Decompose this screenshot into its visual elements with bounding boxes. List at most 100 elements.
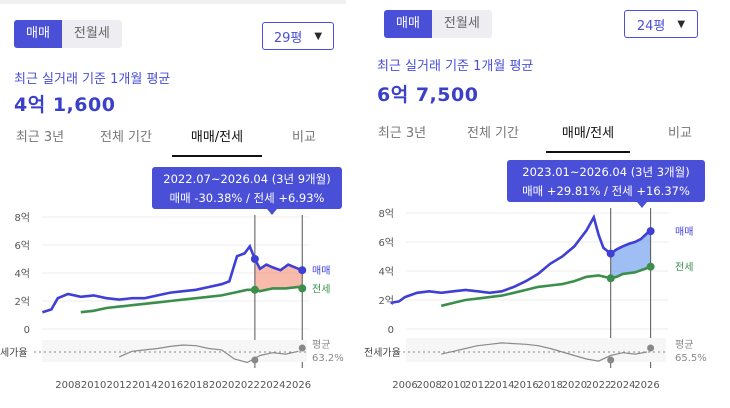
price-subtitle: 최근 실거래 기준 1개월 평균 (14, 72, 171, 87)
jeonse-series-line (440, 265, 652, 308)
size-value: 24평 (636, 18, 666, 34)
y-tick-label: 8억 (14, 212, 30, 224)
y-tick-label: 0 (24, 325, 30, 336)
size-select[interactable]: 29평 ▼ (262, 22, 334, 50)
jeonse-series-line (80, 285, 303, 314)
size-select[interactable]: 24평 ▼ (624, 10, 698, 38)
ratio-average-label: 평균 (675, 339, 693, 351)
x-tick-label: 2010 (81, 380, 106, 391)
ratio-band (42, 340, 307, 362)
toggle-rent[interactable]: 전월세 (73, 26, 110, 41)
tab-sale-jeonse[interactable]: 매매/전세 (546, 119, 630, 153)
x-tick-label: 2018 (537, 380, 562, 391)
tab-compare[interactable]: 비교 (292, 130, 316, 145)
legend-jeonse: 전세 (675, 262, 693, 274)
average-price: 6억 7,500 (377, 84, 479, 106)
period-tooltip (152, 167, 342, 209)
toggle-sale[interactable]: 매매 (384, 10, 432, 38)
x-tick-label: 2026 (286, 380, 311, 391)
period-tooltip (507, 160, 705, 202)
x-tick-label: 2016 (513, 380, 538, 391)
x-tick-label: 2010 (441, 380, 466, 391)
x-tick-label: 2014 (489, 380, 514, 391)
legend-jeonse: 전세 (312, 283, 330, 295)
ratio-average-value: 65.5% (675, 353, 707, 364)
tooltip-change: 매매 +29.81% / 전세 +16.37% (522, 184, 690, 198)
tooltip-change: 매매 -30.38% / 전세 +6.93% (170, 191, 325, 205)
period-tabs: 최근 3년 전체 기간 매매/전세 비교 (0, 123, 346, 157)
x-tick-label: 2018 (183, 380, 208, 391)
tooltip-pointer (637, 202, 647, 208)
legend-sale: 매매 (675, 226, 693, 238)
trade-type-toggle: 매매 전월세 (384, 10, 492, 38)
ratio-series-line (441, 342, 648, 362)
tooltip-pointer (267, 209, 277, 215)
jeonse-point (606, 274, 615, 283)
x-tick-label: 2022 (586, 380, 611, 391)
sale-point (298, 266, 307, 275)
jeonse-point (646, 262, 655, 271)
trade-type-toggle: 매매 전월세 (14, 20, 122, 48)
toggle-rent[interactable]: 전월세 (443, 16, 480, 31)
sale-point (606, 249, 615, 258)
sale-series-line (42, 243, 303, 314)
left-panel: 매매 전월세 29평 ▼ 최근 실거래 기준 1개월 평균 4억 1,600 최… (0, 0, 346, 408)
ratio-band (406, 338, 666, 362)
ratio-left-label: 세가율 (0, 347, 28, 359)
tab-compare[interactable]: 비교 (668, 126, 692, 141)
price-subtitle: 최근 실거래 기준 1개월 평균 (377, 59, 534, 74)
y-tick-label: 8억 (378, 208, 394, 220)
x-tick-label: 2022 (234, 380, 259, 391)
chevron-down-icon: ▼ (314, 30, 323, 42)
y-tick-label: 4억 (14, 268, 30, 280)
sale-point (646, 227, 655, 236)
top-divider (0, 0, 346, 4)
chevron-down-icon: ▼ (677, 18, 686, 30)
price-chart[interactable]: 8억6억4억2억02006200820102012201420162018202… (364, 0, 730, 408)
x-tick-label: 2024 (260, 380, 285, 391)
highlight-area (254, 259, 303, 292)
jeonse-point (250, 285, 259, 294)
period-tabs: 최근 3년 전체 기간 매매/전세 비교 (364, 119, 730, 153)
x-tick-label: 2024 (610, 380, 635, 391)
average-price: 4억 1,600 (14, 94, 116, 116)
y-tick-label: 2억 (14, 296, 30, 308)
y-tick-label: 4억 (378, 266, 394, 278)
x-tick-label: 2016 (158, 380, 183, 391)
toggle-sale[interactable]: 매매 (14, 20, 62, 48)
x-tick-label: 2008 (55, 380, 80, 391)
tab-all-period[interactable]: 전체 기간 (467, 126, 519, 141)
ratio-point (251, 356, 259, 364)
ratio-series-line (118, 344, 299, 364)
tooltip-period: 2023.01~2026.04 (3년 3개월) (522, 165, 689, 179)
x-tick-label: 2020 (562, 380, 587, 391)
ratio-point (647, 344, 655, 352)
right-panel: 매매 전월세 24평 ▼ 최근 실거래 기준 1개월 평균 6억 7,500 최… (364, 0, 730, 408)
jeonse-point (298, 284, 307, 293)
tab-recent-3y[interactable]: 최근 3년 (377, 126, 427, 141)
tab-recent-3y[interactable]: 최근 3년 (15, 130, 65, 145)
x-tick-label: 2014 (132, 380, 157, 391)
y-tick-label: 6억 (14, 240, 30, 252)
y-tick-label: 6억 (378, 237, 394, 249)
tab-sale-jeonse[interactable]: 매매/전세 (172, 123, 262, 157)
sale-series-line (390, 213, 652, 305)
sale-point (250, 255, 259, 263)
y-tick-label: 2억 (378, 295, 394, 307)
size-value: 29평 (273, 30, 303, 46)
highlight-area (610, 231, 651, 279)
x-tick-label: 2012 (106, 380, 131, 391)
x-tick-label: 2020 (209, 380, 234, 391)
x-tick-label: 2026 (634, 380, 659, 391)
ratio-point (607, 356, 615, 364)
ratio-average-value: 63.2% (312, 353, 344, 364)
tab-all-period[interactable]: 전체 기간 (100, 130, 152, 145)
ratio-average-label: 평균 (312, 339, 330, 351)
legend-sale: 매매 (312, 265, 330, 277)
y-tick-label: 0 (388, 325, 394, 336)
x-tick-label: 2006 (392, 380, 417, 391)
tooltip-period: 2022.07~2026.04 (3년 9개월) (163, 172, 330, 186)
x-tick-label: 2012 (465, 380, 490, 391)
ratio-left-label: 전세가율 (364, 347, 401, 359)
